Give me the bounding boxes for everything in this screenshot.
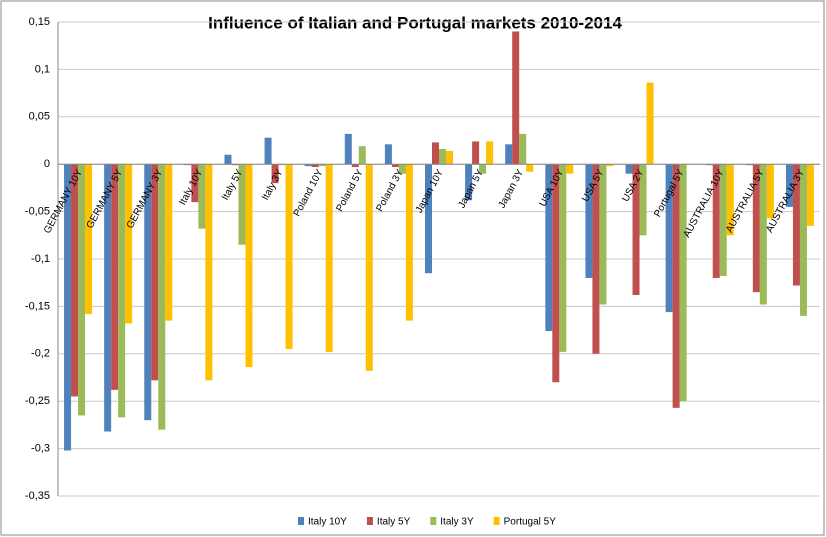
bar xyxy=(238,164,246,245)
bar xyxy=(224,154,232,165)
bar xyxy=(566,164,574,174)
legend-swatch xyxy=(493,517,500,525)
bar xyxy=(358,146,366,165)
bar xyxy=(205,164,213,381)
bar xyxy=(118,164,126,418)
bar xyxy=(158,164,166,430)
bar xyxy=(519,133,527,165)
bar xyxy=(125,164,133,324)
bar xyxy=(606,164,614,167)
bar xyxy=(792,164,800,286)
bar xyxy=(599,164,607,305)
y-tick-label: -0,1 xyxy=(31,253,50,265)
y-tick-label: -0,3 xyxy=(31,443,50,455)
bar xyxy=(365,164,373,371)
bar xyxy=(425,164,432,274)
bar xyxy=(111,164,119,390)
bar xyxy=(625,164,633,174)
bar xyxy=(512,31,520,165)
bar xyxy=(446,150,453,165)
bar xyxy=(198,164,206,229)
bar xyxy=(585,164,593,278)
y-tick-label: -0,05 xyxy=(25,206,50,218)
bar xyxy=(486,141,494,165)
bar xyxy=(271,164,279,184)
bar xyxy=(632,164,640,296)
y-tick-label: 0 xyxy=(44,158,50,170)
legend-label: Italy 10Y xyxy=(308,517,347,528)
bar xyxy=(304,164,312,167)
bar xyxy=(439,149,446,165)
bar xyxy=(405,164,413,321)
y-tick-label: 0,1 xyxy=(35,63,50,75)
bar xyxy=(264,137,272,165)
y-tick-label: 0,05 xyxy=(29,111,50,123)
bar xyxy=(726,164,734,236)
bar xyxy=(398,164,406,174)
legend-swatch xyxy=(298,517,304,525)
bar xyxy=(759,164,767,305)
bar xyxy=(719,164,727,277)
bar xyxy=(806,164,814,226)
bar xyxy=(344,133,352,165)
bar xyxy=(712,164,720,278)
bar xyxy=(465,164,473,201)
bar xyxy=(592,164,600,354)
bar xyxy=(799,164,807,316)
bar xyxy=(639,164,647,236)
bar xyxy=(472,141,480,165)
bar xyxy=(785,164,793,207)
bar xyxy=(245,164,253,368)
bar xyxy=(391,164,399,168)
legend-label: Italy 3Y xyxy=(440,517,474,528)
bar xyxy=(479,164,487,174)
bar xyxy=(318,164,326,167)
bar xyxy=(325,164,333,352)
bar xyxy=(78,164,86,416)
bar xyxy=(679,164,687,402)
bar xyxy=(64,164,72,451)
bar xyxy=(285,164,293,350)
bar xyxy=(85,164,93,314)
bar xyxy=(552,164,560,383)
bar xyxy=(104,164,112,432)
bar xyxy=(311,164,319,168)
bar xyxy=(384,144,392,165)
bar xyxy=(191,164,199,203)
legend-label: Portugal 5Y xyxy=(504,517,557,528)
y-tick-label: 0,15 xyxy=(29,16,50,28)
bar xyxy=(505,144,513,165)
bar xyxy=(665,164,673,313)
bar xyxy=(144,164,152,421)
bar xyxy=(646,82,654,165)
bar xyxy=(71,164,79,397)
legend-label: Italy 5Y xyxy=(377,517,411,528)
y-tick-label: -0,25 xyxy=(25,395,50,407)
bar xyxy=(432,142,439,165)
bar xyxy=(559,164,567,352)
y-tick-label: -0,2 xyxy=(31,348,50,360)
bar xyxy=(151,164,159,381)
bar xyxy=(526,164,534,172)
bar xyxy=(752,164,760,293)
bar xyxy=(545,164,553,332)
y-tick-label: -0,35 xyxy=(25,490,50,502)
bar xyxy=(766,164,774,219)
legend-swatch xyxy=(366,517,373,525)
y-tick-label: -0,15 xyxy=(25,300,50,312)
bar xyxy=(351,164,359,168)
legend-swatch xyxy=(430,517,437,525)
bar xyxy=(672,164,680,408)
chart-title: Influence of Italian and Portugal market… xyxy=(208,13,622,32)
bar xyxy=(165,164,173,321)
